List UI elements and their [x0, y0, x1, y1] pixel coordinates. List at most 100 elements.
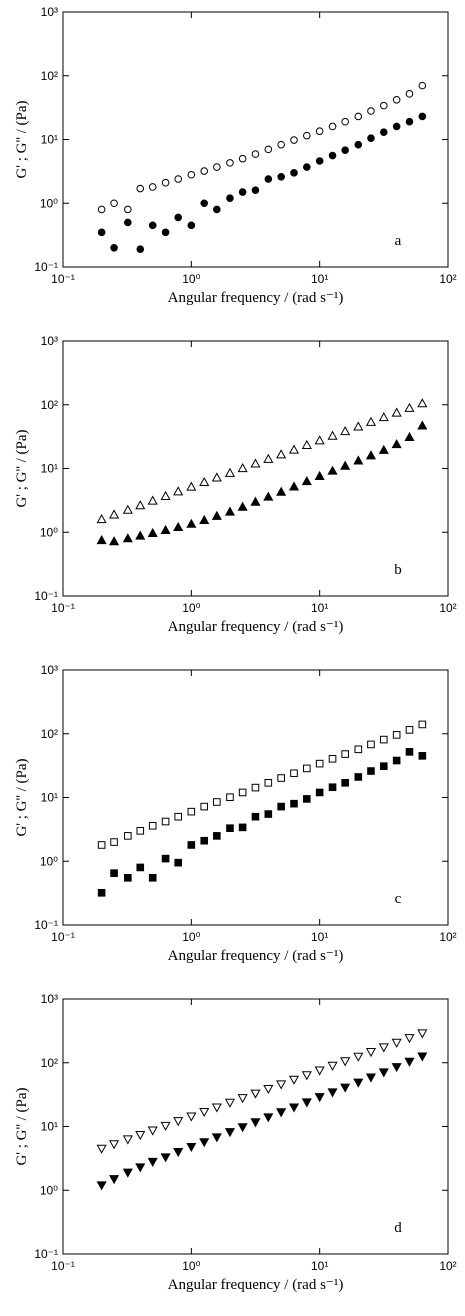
- data-point: [405, 117, 414, 126]
- data-point: [110, 838, 118, 846]
- data-point: [314, 1066, 325, 1076]
- x-tick-label: 10⁰: [182, 272, 200, 286]
- data-point: [200, 199, 209, 208]
- data-point: [251, 783, 260, 792]
- x-tick-label: 10⁰: [182, 601, 200, 615]
- data-point: [277, 172, 285, 181]
- data-point: [392, 122, 401, 131]
- data-point: [365, 1073, 377, 1083]
- data-point: [341, 117, 349, 126]
- y-axis-label: G' ; G'' / (Pa): [14, 758, 30, 836]
- data-point: [238, 788, 247, 797]
- x-tick-label: 10¹: [311, 1259, 328, 1273]
- data-point: [365, 1048, 377, 1058]
- data-point: [226, 793, 234, 802]
- data-point: [226, 194, 234, 203]
- y-axis-label: G' ; G'' / (Pa): [14, 1087, 30, 1165]
- data-point: [367, 767, 375, 775]
- data-point: [237, 501, 248, 511]
- data-point: [277, 140, 285, 149]
- data-point: [353, 1078, 364, 1088]
- data-point: [124, 832, 132, 840]
- data-point: [315, 157, 324, 165]
- data-point: [404, 402, 415, 412]
- data-point: [391, 407, 402, 417]
- data-point: [174, 175, 182, 183]
- y-tick-label: 10¹: [41, 462, 58, 476]
- x-tick-label: 10²: [439, 601, 456, 615]
- panel-label: c: [395, 891, 402, 907]
- data-point: [97, 841, 106, 849]
- data-point: [290, 799, 298, 808]
- data-point: [211, 510, 222, 520]
- x-tick-label: 10⁻¹: [51, 930, 75, 944]
- y-tick-label: 10¹: [41, 1120, 58, 1134]
- x-tick-label: 10⁻¹: [51, 272, 75, 286]
- data-point: [301, 439, 312, 449]
- x-tick-label: 10⁻¹: [51, 601, 75, 615]
- data-point: [109, 536, 120, 546]
- data-point: [354, 773, 363, 781]
- y-tick-label: 10³: [41, 663, 58, 677]
- data-point: [365, 450, 377, 460]
- data-point: [391, 439, 402, 449]
- data-point: [187, 221, 196, 230]
- data-point: [341, 779, 349, 787]
- data-point: [124, 205, 132, 214]
- y-axis-label: G' ; G'' / (Pa): [14, 429, 30, 507]
- data-point: [367, 107, 375, 115]
- data-point: [353, 421, 364, 431]
- data-point: [124, 874, 132, 882]
- data-point: [379, 735, 388, 744]
- x-tick-label: 10⁰: [182, 930, 200, 944]
- data-point: [147, 1126, 158, 1136]
- data-point: [147, 527, 158, 537]
- data-point: [340, 460, 351, 470]
- data-point: [405, 90, 414, 98]
- data-point: [136, 245, 145, 254]
- data-point: [314, 470, 325, 480]
- y-tick-label: 10⁰: [40, 525, 58, 539]
- data-point: [405, 726, 414, 734]
- x-axis-label: Angular frequency / (rad s⁻¹): [168, 1277, 344, 1293]
- panel-label: d: [394, 1220, 402, 1236]
- data-point: [341, 750, 349, 758]
- data-point: [251, 150, 260, 158]
- data-point: [213, 832, 221, 840]
- data-point: [97, 888, 106, 897]
- data-point: [315, 788, 324, 797]
- x-tick-label: 10²: [439, 1259, 456, 1273]
- data-point: [264, 779, 273, 787]
- data-point: [224, 467, 236, 477]
- data-point: [251, 812, 260, 821]
- data-point: [122, 504, 133, 514]
- data-point: [174, 812, 182, 821]
- data-point: [147, 495, 158, 505]
- y-tick-label: 10⁻¹: [34, 1247, 58, 1261]
- data-point: [378, 1043, 389, 1053]
- data-point: [327, 465, 338, 475]
- data-point: [211, 1133, 222, 1143]
- data-point: [288, 1075, 300, 1085]
- data-point: [327, 1088, 338, 1098]
- panel-label: b: [394, 562, 402, 578]
- data-point: [186, 1142, 197, 1153]
- data-point: [340, 1057, 351, 1067]
- data-point: [418, 81, 427, 90]
- data-point: [250, 458, 261, 468]
- data-point: [367, 134, 375, 142]
- data-point: [173, 1148, 184, 1158]
- data-point: [404, 1057, 415, 1067]
- data-point: [303, 131, 311, 140]
- data-point: [161, 178, 170, 187]
- data-point: [110, 199, 118, 208]
- data-point: [379, 128, 388, 137]
- data-point: [404, 1034, 415, 1044]
- data-point: [161, 817, 170, 826]
- x-tick-label: 10²: [439, 272, 456, 286]
- plot-frame: [62, 340, 449, 597]
- data-point: [161, 854, 170, 863]
- data-point: [136, 184, 145, 193]
- data-point: [211, 1103, 222, 1113]
- data-point: [378, 412, 389, 422]
